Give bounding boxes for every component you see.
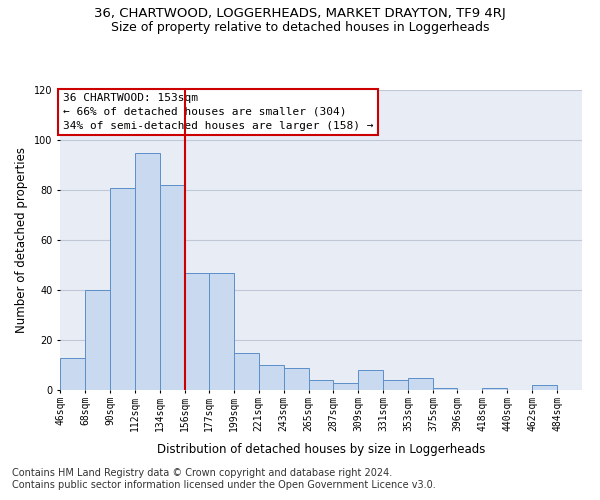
Text: Distribution of detached houses by size in Loggerheads: Distribution of detached houses by size … xyxy=(157,442,485,456)
Bar xyxy=(308,380,334,390)
Bar xyxy=(185,272,209,390)
Text: 36 CHARTWOOD: 153sqm
← 66% of detached houses are smaller (304)
34% of semi-deta: 36 CHARTWOOD: 153sqm ← 66% of detached h… xyxy=(62,93,373,131)
Bar xyxy=(85,290,110,390)
Bar xyxy=(532,385,557,390)
Text: Contains public sector information licensed under the Open Government Licence v3: Contains public sector information licen… xyxy=(12,480,436,490)
Bar xyxy=(383,380,409,390)
Bar xyxy=(259,365,284,390)
Bar xyxy=(233,352,259,390)
Text: Size of property relative to detached houses in Loggerheads: Size of property relative to detached ho… xyxy=(111,21,489,34)
Bar xyxy=(482,388,507,390)
Bar xyxy=(160,185,185,390)
Text: 36, CHARTWOOD, LOGGERHEADS, MARKET DRAYTON, TF9 4RJ: 36, CHARTWOOD, LOGGERHEADS, MARKET DRAYT… xyxy=(94,8,506,20)
Bar xyxy=(209,272,233,390)
Bar xyxy=(284,368,308,390)
Bar xyxy=(110,188,135,390)
Bar xyxy=(334,382,358,390)
Bar xyxy=(433,388,457,390)
Text: Contains HM Land Registry data © Crown copyright and database right 2024.: Contains HM Land Registry data © Crown c… xyxy=(12,468,392,477)
Bar xyxy=(409,378,433,390)
Bar xyxy=(358,370,383,390)
Bar xyxy=(135,152,160,390)
Bar xyxy=(60,358,85,390)
Y-axis label: Number of detached properties: Number of detached properties xyxy=(16,147,28,333)
